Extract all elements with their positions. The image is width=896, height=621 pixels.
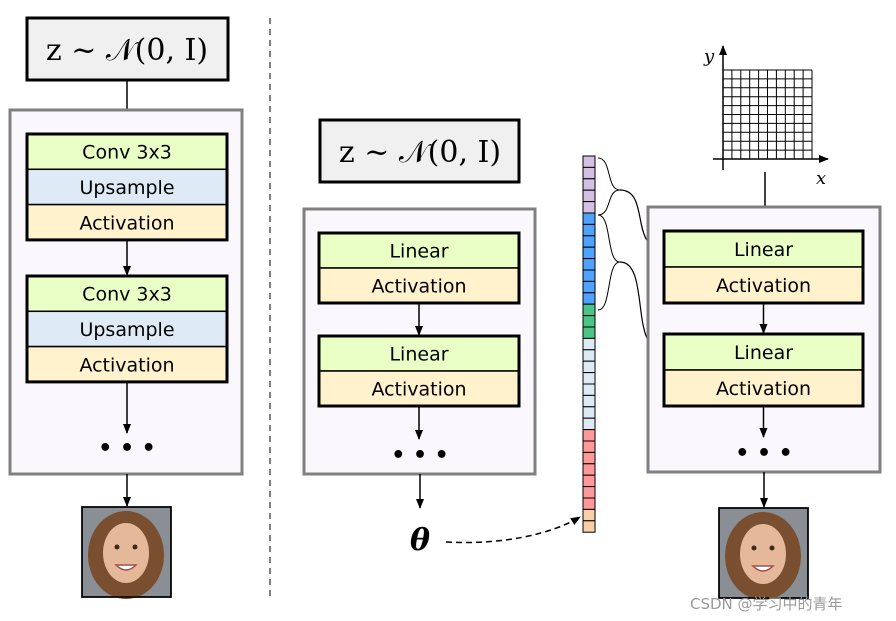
right-ellipsis: • • •	[735, 441, 793, 466]
vector-cell	[582, 394, 596, 408]
vector-cell	[582, 417, 596, 431]
vector-cell	[582, 269, 596, 282]
vector-cell	[582, 212, 596, 225]
middle-formula-box	[318, 118, 521, 184]
layer-block	[318, 370, 520, 407]
vector-cell	[582, 292, 596, 305]
vector-cell	[582, 520, 596, 533]
smile	[114, 564, 138, 571]
vector-cell	[582, 155, 596, 168]
eye	[114, 544, 120, 550]
x-axis-label: x	[816, 168, 826, 189]
vector-cell	[582, 337, 596, 351]
layer-label: Conv 3x3	[82, 142, 172, 164]
vector-cell	[582, 508, 596, 522]
vector-cell	[582, 406, 596, 419]
layer-label: Conv 3x3	[82, 284, 172, 306]
generated-face-image	[81, 506, 172, 599]
layer-label: Activation	[371, 379, 466, 401]
layer-block	[318, 335, 520, 372]
vector-cell	[582, 246, 596, 260]
vector-cell	[582, 235, 596, 248]
left-formula-box	[25, 16, 230, 82]
vector-cell	[582, 166, 596, 180]
middle-formula: z ~ 𝒩(0, I)	[339, 135, 501, 170]
layer-label: Linear	[389, 344, 448, 366]
vector-cell	[582, 223, 596, 237]
eye	[751, 545, 757, 551]
layer-label: Upsample	[79, 177, 174, 199]
photo-frame	[718, 507, 809, 599]
layer-label: Activation	[716, 378, 811, 400]
face	[103, 523, 149, 583]
vector-cell	[582, 178, 596, 191]
vector-cell	[582, 201, 596, 214]
dashed-reshape-arrow	[445, 516, 581, 544]
left-formula: z ~ 𝒩(0, I)	[46, 33, 208, 68]
vector-cell	[582, 303, 596, 317]
vector-cell	[582, 440, 596, 453]
vector-cell	[582, 372, 596, 385]
vector-cell	[582, 280, 596, 294]
vector-cell	[582, 360, 596, 374]
generated-face-image	[718, 507, 809, 600]
vector-cell	[582, 383, 596, 396]
eye	[769, 545, 775, 551]
layer-label: Activation	[79, 354, 174, 376]
layer-label: Activation	[371, 276, 466, 298]
y-axis-label: y	[703, 46, 715, 67]
vector-cell	[582, 429, 596, 442]
watermark: CSDN @学习中的青年	[690, 595, 843, 613]
vector-cell	[582, 463, 596, 476]
vector-cell	[582, 497, 596, 510]
layer-label: Linear	[734, 239, 793, 261]
layer-label: Linear	[734, 342, 793, 364]
smile	[751, 565, 775, 572]
vector-cell	[582, 315, 596, 328]
vector-cell	[582, 326, 596, 339]
vector-cell	[582, 189, 596, 203]
eye	[132, 544, 138, 550]
vector-cell	[582, 451, 596, 465]
vector-cell	[582, 474, 596, 488]
vector-cell	[582, 349, 596, 362]
brace-icon	[597, 157, 621, 216]
vector-cell	[582, 258, 596, 271]
photo-frame	[81, 506, 172, 598]
left-ellipsis: • • •	[98, 436, 156, 461]
coordinate-grid	[713, 45, 829, 170]
middle-ellipsis: • • •	[391, 443, 449, 468]
layer-label: Linear	[389, 241, 448, 263]
layer-label: Upsample	[79, 319, 174, 341]
layer-label: Activation	[716, 275, 811, 297]
layer-label: Activation	[79, 212, 174, 234]
theta-symbol: θ	[410, 523, 430, 558]
brace-icon	[597, 214, 621, 311]
face	[740, 524, 786, 584]
vector-cell	[582, 486, 596, 499]
parameter-vector	[582, 155, 596, 533]
